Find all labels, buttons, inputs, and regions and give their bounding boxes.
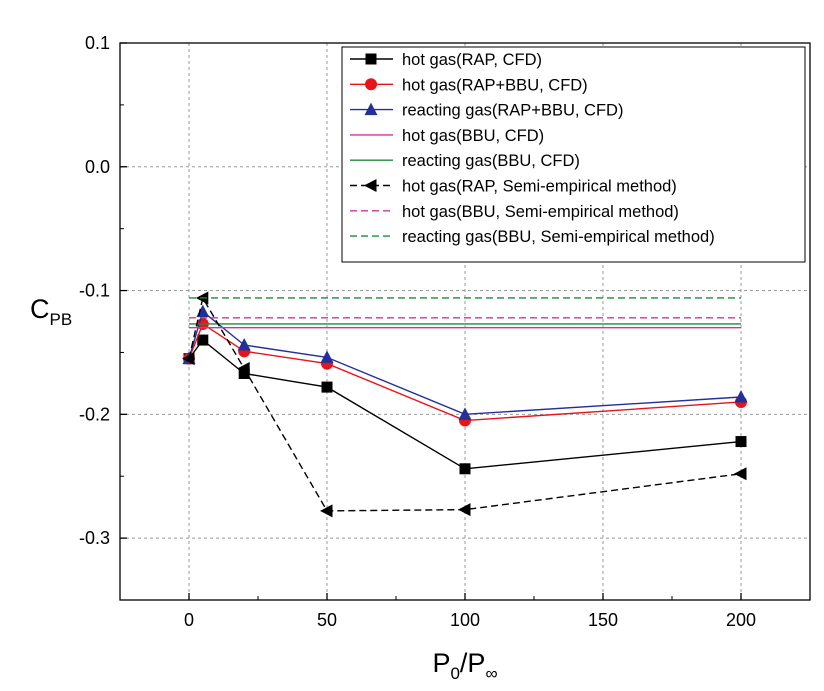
legend-label: hot gas(RAP, Semi-empirical method): [402, 178, 677, 196]
legend-entry: reacting gas(BBU, Semi-empirical method): [350, 228, 715, 246]
y-tick-label: -0.2: [79, 404, 110, 424]
legend: hot gas(RAP, CFD) hot gas(RAP+BBU, CFD) re…: [341, 46, 806, 263]
data-point: [320, 504, 333, 518]
x-tick-label: 150: [588, 610, 618, 630]
y-axis-label-main: C: [30, 294, 50, 324]
y-tick-label: 0.1: [85, 33, 110, 53]
data-point: [734, 467, 747, 481]
data-point: [237, 338, 251, 351]
data-point: [320, 350, 334, 363]
legend-label: hot gas(RAP+BBU, CFD): [402, 76, 588, 94]
x-axis-label: P0/P∞: [432, 648, 497, 683]
x-axis-label-sub: 0: [450, 664, 459, 683]
legend-entry: hot gas(BBU, CFD): [350, 127, 544, 145]
x-axis-label-main: P: [432, 648, 450, 678]
legend-entry: hot gas(BBU, Semi-empirical method): [350, 203, 679, 221]
legend-label: reacting gas(BBU, Semi-empirical method): [402, 228, 715, 246]
y-tick-label: -0.3: [79, 528, 110, 548]
legend-entry: reacting gas(BBU, CFD): [350, 152, 580, 170]
data-point: [734, 390, 748, 403]
data-point: [459, 463, 471, 475]
y-tick-label: 0.0: [85, 157, 110, 177]
series-line: [188, 322, 742, 422]
legend-label: hot gas(BBU, CFD): [402, 127, 544, 145]
ticks: 0 50 100 150 200 -0.3 -0.2 -0.1 0.0 0.1: [79, 33, 811, 630]
data-point: [182, 352, 195, 366]
x-axis-label-sep: /P: [460, 648, 486, 678]
legend-label: hot gas(RAP, CFD): [402, 51, 542, 69]
series-layer: [182, 291, 748, 518]
y-tick-label: -0.1: [79, 281, 110, 301]
legend-label: hot gas(BBU, Semi-empirical method): [402, 203, 679, 221]
data-point: [321, 381, 333, 393]
legend-entry: hot gas(RAP+BBU, CFD): [350, 76, 588, 94]
series-line: [188, 296, 742, 512]
x-tick-label: 50: [317, 610, 337, 630]
legend-box: [341, 46, 806, 263]
x-tick-label: 0: [184, 610, 194, 630]
data-point: [458, 407, 472, 420]
data-point: [237, 362, 250, 376]
legend-marker: [365, 78, 377, 91]
legend-marker: [364, 179, 377, 192]
legend-entry: hot gas(RAP, Semi-empirical method): [350, 178, 677, 196]
data-point: [458, 503, 471, 517]
data-point: [238, 367, 250, 379]
legend-marker: [365, 53, 377, 65]
y-axis-label: CPB: [30, 294, 72, 329]
x-tick-label: 200: [726, 610, 756, 630]
series-6: [182, 291, 747, 518]
y-axis-label-sub: PB: [50, 310, 73, 329]
x-tick-label: 100: [450, 610, 480, 630]
legend-marker: [364, 102, 378, 116]
x-axis-label-sub2: ∞: [485, 664, 497, 683]
data-point: [735, 436, 747, 448]
data-point: [197, 334, 209, 346]
legend-label: reacting gas(RAP+BBU, CFD): [402, 102, 623, 120]
series-line: [188, 310, 742, 416]
legend-label: reacting gas(BBU, CFD): [402, 152, 580, 170]
legend-entry: hot gas(RAP, CFD): [350, 51, 542, 69]
legend-entry: reacting gas(RAP+BBU, CFD): [350, 102, 623, 120]
